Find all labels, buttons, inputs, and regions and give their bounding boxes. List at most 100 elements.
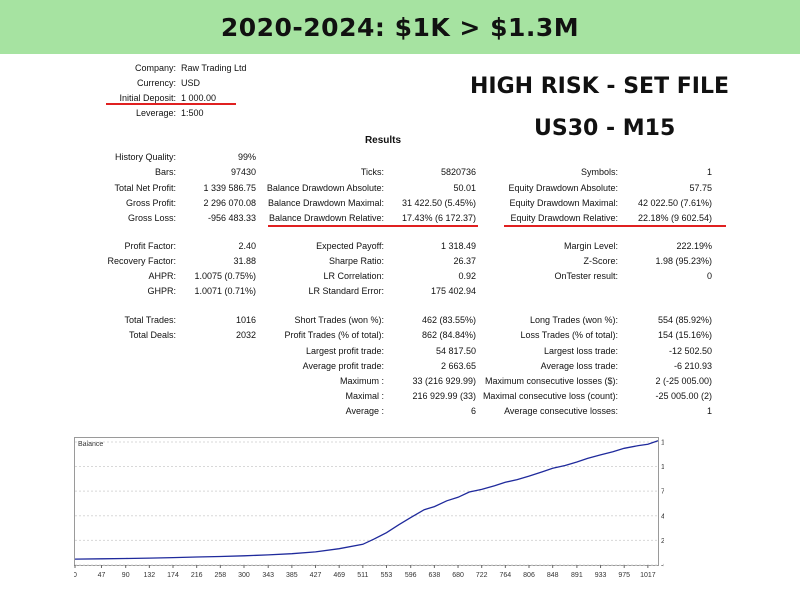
stat-value: 99% (237, 152, 256, 162)
x-tick-label: 806 (523, 572, 535, 579)
balance-line (74, 440, 659, 560)
results-title: Results (364, 135, 402, 146)
stat-value: -6 210.93 (673, 361, 712, 371)
x-tick-label: 638 (429, 572, 441, 579)
stat-label: LR Correlation: (323, 271, 384, 281)
equity-drawdown-relative-underline (504, 225, 726, 227)
stat-value: 2032 (235, 330, 256, 340)
stat-label: Gross Profit: (125, 198, 176, 208)
header-banner: 2020-2024: $1K > $1.3M (0, 0, 800, 54)
stat-label: Maximum : (339, 376, 384, 386)
x-tick-label: 680 (452, 572, 464, 579)
stat-value: 26.37 (453, 256, 476, 266)
stat-label: Short Trades (won %): (294, 315, 384, 325)
x-tick-label: 596 (405, 572, 417, 579)
stat-value: 97430 (230, 167, 256, 177)
initial-deposit-underline (106, 103, 236, 105)
stat-label: Average loss trade: (540, 361, 618, 371)
stat-label: Expected Payoff: (316, 241, 384, 251)
x-tick-label: 722 (476, 572, 488, 579)
stat-value: 554 (85.92%) (657, 315, 712, 325)
stat-label: Symbols: (580, 167, 618, 177)
stat-value: 216 929.99 (33) (412, 391, 476, 401)
x-tick-label: 0 (74, 572, 77, 579)
stat-value: 42 022.50 (7.61%) (637, 198, 712, 208)
stat-value: 175 402.94 (430, 286, 476, 296)
stat-label: Profit Factor: (124, 241, 176, 251)
settings-value: 1:500 (181, 108, 204, 118)
x-tick-label: 90 (122, 572, 130, 579)
stat-label: Average profit trade: (302, 361, 384, 371)
headline-line2: US30 - M15 (534, 116, 676, 141)
stat-label: Z-Score: (583, 256, 618, 266)
balance-drawdown-relative-underline (268, 225, 478, 227)
stat-label: Bars: (154, 167, 176, 177)
stat-value: 31.88 (233, 256, 256, 266)
stat-value: 1 (706, 406, 712, 416)
stat-value: 154 (15.16%) (657, 330, 712, 340)
stat-value: 50.01 (453, 183, 476, 193)
stat-label: AHPR: (148, 271, 176, 281)
stat-value: 0 (706, 271, 712, 281)
stat-label: Balance Drawdown Absolute: (266, 183, 384, 193)
x-tick-label: 174 (167, 572, 179, 579)
stat-value: 1016 (235, 315, 256, 325)
x-tick-label: 1017 (640, 572, 656, 579)
stat-label: Equity Drawdown Maximal: (509, 198, 618, 208)
balance-chart-svg: Balance 0 47 90 132 174 216 258 300 343 385 427 469… (74, 437, 664, 579)
y-tick-label: -66032 (661, 563, 664, 570)
stat-value: 222.19% (676, 241, 712, 251)
stat-value: -25 005.00 (2) (655, 391, 712, 401)
stat-value: 2.40 (238, 241, 256, 251)
stat-value: -956 483.33 (207, 213, 256, 223)
stat-label: Gross Loss: (127, 213, 176, 223)
settings-label: Leverage: (135, 108, 176, 118)
stat-value: 1.0071 (0.71%) (194, 286, 256, 296)
settings-label: Currency: (136, 78, 176, 88)
y-tick-label: 769538 (661, 489, 664, 496)
headline-line1: HIGH RISK - SET FILE (470, 74, 729, 99)
x-tick-label: 891 (571, 572, 583, 579)
stat-label: Recovery Factor: (107, 256, 176, 266)
x-tick-label: 47 (98, 572, 106, 579)
x-tick-label: 385 (286, 572, 298, 579)
settings-value: 1 000.00 (181, 93, 217, 103)
stat-label: Profit Trades (% of total): (284, 330, 384, 340)
y-tick-label: 1326585 (661, 439, 664, 446)
stat-value: 5820736 (440, 167, 476, 177)
x-tick-label: 343 (262, 572, 274, 579)
stat-value: 6 (470, 406, 476, 416)
header-title: 2020-2024: $1K > $1.3M (220, 12, 580, 42)
x-tick-label: 848 (547, 572, 559, 579)
stat-label: OnTester result: (554, 271, 618, 281)
stat-label: Maximal consecutive loss (count): (482, 391, 618, 401)
plot-frame (74, 437, 659, 566)
stat-value: 862 (84.84%) (421, 330, 476, 340)
stat-label: Total Net Profit: (114, 183, 176, 193)
stat-value: 2 296 070.08 (203, 198, 256, 208)
stat-label: Margin Level: (563, 241, 618, 251)
stat-label: GHPR: (147, 286, 176, 296)
x-tick-label: 469 (333, 572, 345, 579)
stat-label: Largest loss trade: (543, 346, 618, 356)
stat-value: 57.75 (689, 183, 712, 193)
x-tick-label: 764 (500, 572, 512, 579)
y-tick-label: 212492 (661, 538, 664, 545)
stat-value: 1 (706, 167, 712, 177)
stat-value: 31 422.50 (5.45%) (401, 198, 476, 208)
stat-value: 17.43% (6 172.37) (401, 213, 476, 223)
stat-value: 22.18% (9 602.54) (637, 213, 712, 223)
stat-label: Average consecutive losses: (504, 406, 618, 416)
x-tick-label: 975 (618, 572, 630, 579)
y-tick-label: 491015 (661, 513, 664, 520)
x-tick-label: 553 (381, 572, 393, 579)
stat-label: Total Deals: (128, 330, 176, 340)
settings-label: Company: (134, 63, 176, 73)
stat-value: -12 502.50 (668, 346, 712, 356)
stat-value: 1.0075 (0.75%) (194, 271, 256, 281)
settings-value: Raw Trading Ltd (181, 63, 247, 73)
y-tick-label: 1048062 (661, 464, 664, 471)
x-tick-label: 300 (238, 572, 250, 579)
x-tick-label: 511 (357, 572, 368, 579)
stat-label: Maximum consecutive losses ($): (484, 376, 618, 386)
